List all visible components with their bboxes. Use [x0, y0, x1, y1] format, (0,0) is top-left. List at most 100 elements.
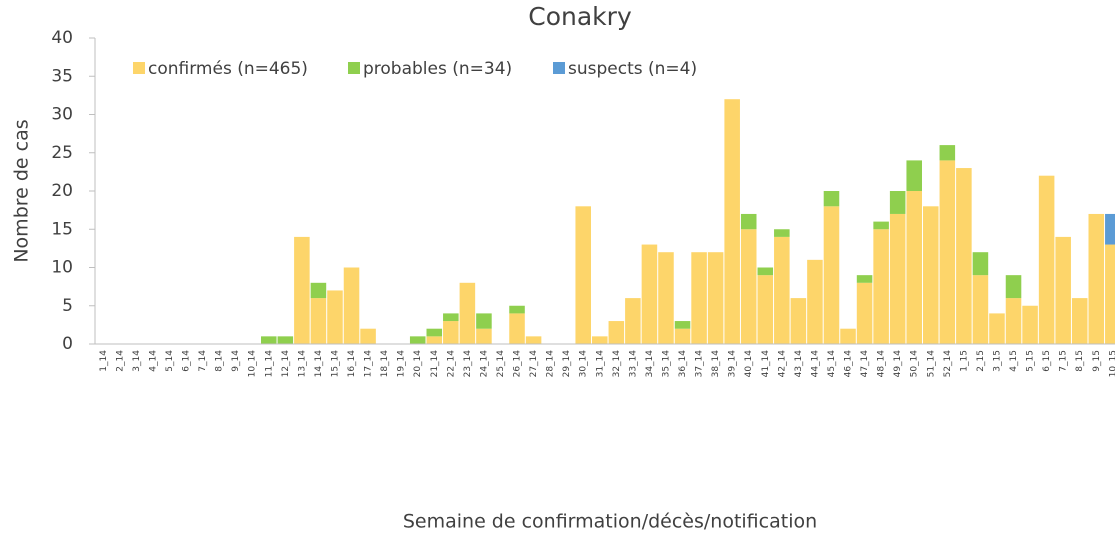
x-tick-label: 16_14 [347, 350, 357, 378]
x-tick-label: 43_14 [794, 350, 804, 378]
x-tick-label: 2_15 [976, 350, 986, 372]
bar-segment [459, 282, 476, 344]
bar-segment [906, 191, 922, 344]
bar-segment [592, 336, 608, 344]
x-tick-label: 36_14 [678, 350, 688, 378]
bar-segment [1071, 298, 1088, 344]
x-tick-label: 2_14 [115, 350, 125, 372]
bar-segment [724, 99, 740, 344]
bar-segment [757, 267, 774, 276]
bar-segment [509, 313, 525, 344]
bar-segment [823, 206, 840, 344]
x-tick-label: 44_14 [810, 350, 820, 378]
bar-segment [972, 252, 989, 276]
x-tick-label: 5_15 [1026, 350, 1036, 372]
x-tick-label: 1_14 [99, 350, 109, 372]
x-tick-label: 17_14 [364, 350, 374, 378]
x-tick-label: 7_14 [198, 350, 208, 372]
x-tick-label: 49_14 [893, 350, 903, 378]
x-tick-label: 32_14 [612, 350, 622, 378]
bar-segment [1005, 298, 1022, 344]
bar-segment [740, 213, 757, 230]
bar-segment [1022, 305, 1038, 344]
bar-segment [757, 275, 774, 344]
bar-segment [774, 236, 790, 344]
x-tick-label: 1_15 [959, 350, 969, 372]
bar-segment [823, 191, 840, 207]
x-tick-label: 8_15 [1075, 350, 1085, 372]
bar-segment [509, 305, 525, 314]
bar-segment [956, 168, 972, 344]
x-tick-label: 34_14 [645, 350, 655, 378]
x-tick-label: 25_14 [496, 350, 506, 378]
x-tick-label: 40_14 [744, 350, 754, 378]
legend-label: suspects (n=4) [568, 59, 697, 79]
x-tick-label: 48_14 [877, 350, 887, 378]
x-tick-label: 18_14 [380, 350, 390, 378]
bar-segment [1105, 244, 1115, 344]
x-tick-label: 42_14 [777, 350, 787, 378]
bar-segment [476, 313, 492, 329]
bar-segment [261, 336, 277, 344]
y-tick-label: 20 [51, 181, 73, 201]
bar-segment [277, 336, 294, 344]
bar-segment [310, 282, 327, 299]
legend-swatch [133, 62, 145, 74]
x-tick-label: 29_14 [562, 350, 572, 378]
x-tick-label: 37_14 [695, 350, 705, 378]
y-tick-label: 30 [51, 105, 73, 125]
bar-segment [691, 252, 707, 344]
bar-segment [426, 336, 443, 344]
bar-segment [856, 282, 873, 344]
x-tick-label: 47_14 [860, 350, 870, 378]
x-tick-label: 8_14 [215, 350, 225, 372]
bar-segment [674, 321, 691, 329]
bar-segment [873, 221, 889, 230]
bar-segment [873, 229, 889, 344]
x-tick-label: 10_14 [248, 350, 258, 378]
bar-segment [889, 213, 906, 344]
bar-segment [658, 252, 674, 344]
bar-segment [707, 252, 724, 344]
bar-segment [807, 259, 823, 344]
x-tick-label: 5_14 [165, 350, 175, 372]
bar-segment [476, 328, 492, 344]
bar-segment [575, 206, 591, 344]
bar-segment [409, 336, 426, 344]
x-tick-label: 19_14 [397, 350, 407, 378]
bar-segment [790, 298, 807, 344]
x-tick-label: 46_14 [844, 350, 854, 378]
bar-segment [939, 160, 956, 344]
x-tick-label: 50_14 [910, 350, 920, 378]
x-tick-label: 14_14 [314, 350, 324, 378]
x-tick-label: 20_14 [413, 350, 423, 378]
x-tick-label: 6_15 [1042, 350, 1052, 372]
y-axis-title: Nombre de cas [11, 119, 33, 262]
x-tick-label: 51_14 [926, 350, 936, 378]
bar-segment [972, 275, 989, 344]
bar-segment [443, 321, 459, 344]
bar-segment [343, 267, 360, 344]
bar-segment [641, 244, 658, 344]
x-tick-label: 39_14 [728, 350, 738, 378]
bar-segment [327, 290, 343, 344]
y-tick-label: 40 [51, 28, 73, 48]
bar-segment [840, 328, 856, 344]
bar-segment [1088, 213, 1105, 344]
bar-segment [443, 313, 459, 322]
bar-segment [426, 328, 443, 337]
x-tick-label: 52_14 [943, 350, 953, 378]
bar-segment [989, 313, 1005, 344]
bar-segment [856, 275, 873, 283]
bar-segment [608, 321, 625, 344]
x-tick-label: 13_14 [297, 350, 307, 378]
bar-segment [1105, 213, 1115, 245]
x-tick-label: 23_14 [463, 350, 473, 378]
x-tick-label: 38_14 [711, 350, 721, 378]
bar-segment [740, 229, 757, 344]
x-tick-label: 9_14 [231, 350, 241, 372]
x-tick-label: 15_14 [330, 350, 340, 378]
y-tick-label: 10 [51, 258, 73, 278]
bar-segment [525, 336, 542, 344]
